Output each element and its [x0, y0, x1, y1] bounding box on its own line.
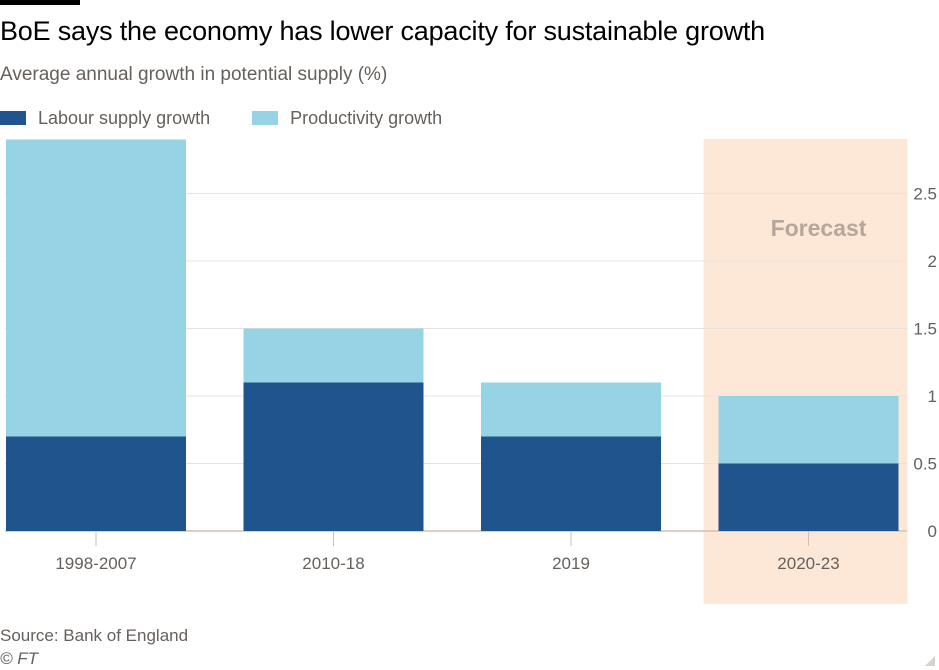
bar-labour-2010-18 [243, 382, 424, 531]
resize-corner-icon [925, 656, 935, 666]
forecast-shading [703, 139, 908, 604]
chart-title: BoE says the economy has lower capacity … [0, 16, 765, 46]
copyright-note: © FT [0, 649, 39, 668]
bar-productivity-2020-23 [718, 396, 899, 464]
y-tick-label: 1.5 [913, 320, 937, 339]
forecast-label: Forecast [771, 215, 867, 241]
y-tick-label: 0.5 [913, 455, 937, 474]
bar-labour-2019 [481, 436, 661, 531]
source-note: Source: Bank of England [0, 626, 189, 645]
y-tick-label: 1 [928, 387, 937, 406]
legend: Labour supply growth Productivity growth [0, 106, 484, 130]
header-accent-bar [0, 0, 80, 5]
bar-labour-2020-23 [718, 463, 899, 531]
bar-labour-1998-2007 [6, 436, 186, 531]
legend-label-labour: Labour supply growth [38, 107, 211, 128]
x-category-label: 2019 [552, 554, 590, 573]
x-category-label: 1998-2007 [55, 554, 136, 573]
chart-subtitle: Average annual growth in potential suppl… [0, 64, 388, 85]
y-tick-label: 0 [928, 522, 937, 541]
legend-label-productivity: Productivity growth [290, 107, 443, 128]
bar-productivity-1998-2007 [6, 139, 186, 437]
y-tick-label: 2.5 [913, 185, 937, 204]
bar-productivity-2019 [481, 382, 661, 437]
x-category-label: 2020-23 [777, 554, 839, 573]
bar-productivity-2010-18 [243, 328, 424, 383]
legend-swatch-productivity [252, 111, 279, 125]
legend-item-labour: Labour supply growth [0, 108, 210, 129]
legend-swatch-labour [0, 111, 26, 125]
y-tick-label: 2 [928, 252, 937, 271]
x-category-label: 2010-18 [302, 554, 364, 573]
legend-item-productivity: Productivity growth [252, 108, 442, 129]
